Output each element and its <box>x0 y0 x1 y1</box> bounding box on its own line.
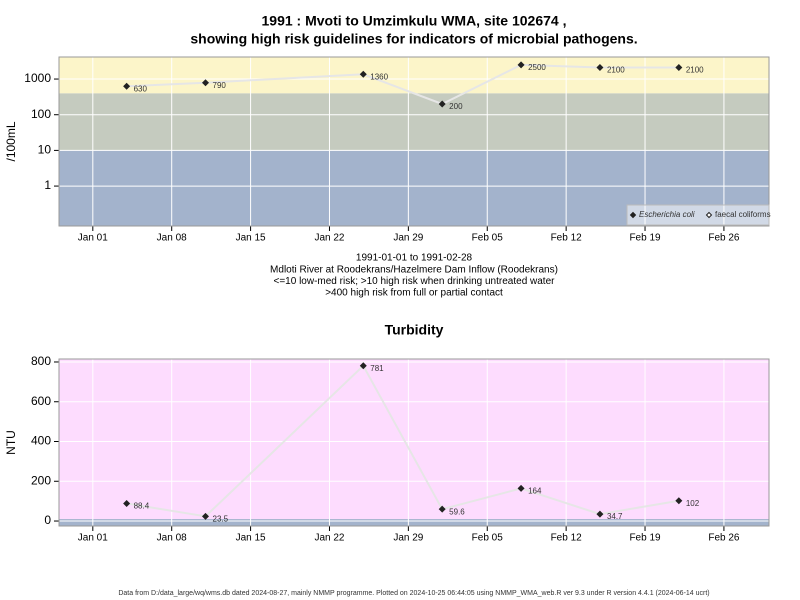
legend-marker <box>629 211 637 219</box>
x-tick-label: Feb 26 <box>708 233 740 244</box>
x-tick-label: Feb 12 <box>551 233 583 244</box>
plot-frame <box>58 358 770 527</box>
data-label: 2100 <box>686 66 704 75</box>
legend-label: Escherichia coli <box>639 210 695 219</box>
x-tick-label: Feb 19 <box>629 533 661 544</box>
x-tick-label: Feb 12 <box>551 533 583 544</box>
y-axis-label: /100mL <box>4 121 18 161</box>
x-tick-label: Jan 08 <box>157 233 187 244</box>
note: 1991-01-01 to 1991-02-28 <box>356 253 473 264</box>
data-label: 59.6 <box>449 507 465 516</box>
x-tick-label: Jan 22 <box>314 533 344 544</box>
data-label: 102 <box>686 499 700 508</box>
y-tick-label: 200 <box>31 473 51 487</box>
data-point <box>202 79 210 87</box>
data-point <box>517 61 525 69</box>
y-tick-label: 100 <box>31 107 51 121</box>
risk-band <box>59 93 769 151</box>
note: <=10 low-med risk; >10 high risk when dr… <box>274 276 556 287</box>
data-point <box>438 505 446 513</box>
chart-title: 1991 : Mvoti to Umzimkulu WMA, site 1026… <box>262 13 567 29</box>
data-label: 23.5 <box>213 514 229 523</box>
y-tick-label: 10 <box>38 143 52 157</box>
y-tick-label: 1 <box>44 178 51 192</box>
x-tick-label: Feb 26 <box>708 533 740 544</box>
data-point <box>675 64 683 72</box>
data-label: 630 <box>134 84 148 93</box>
data-label: 88.4 <box>134 502 150 511</box>
data-point <box>202 512 210 520</box>
x-tick-label: Jan 15 <box>236 533 266 544</box>
x-tick-label: Jan 22 <box>314 233 344 244</box>
y-tick-label: 400 <box>31 434 51 448</box>
data-label: 2100 <box>607 66 625 75</box>
data-label: 790 <box>213 81 227 90</box>
legend-marker <box>705 211 713 219</box>
data-point <box>517 484 525 492</box>
y-tick-label: 1000 <box>24 71 51 85</box>
y-tick-label: 800 <box>31 354 51 368</box>
data-point <box>123 499 131 507</box>
note: >400 high risk from full or partial cont… <box>325 288 503 299</box>
legend-box <box>626 204 770 226</box>
data-point <box>123 82 131 90</box>
data-label: 200 <box>449 102 463 111</box>
data-label: 1360 <box>370 72 388 81</box>
x-tick-label: Jan 01 <box>78 533 108 544</box>
data-label: 2500 <box>528 63 546 72</box>
x-tick-label: Jan 29 <box>393 233 423 244</box>
x-tick-label: Feb 05 <box>472 533 504 544</box>
footer: Data from D:/data_large/wq/wms.db dated … <box>118 590 709 597</box>
data-label: 164 <box>528 487 542 496</box>
data-point <box>596 64 604 72</box>
data-point <box>359 70 367 78</box>
x-tick-label: Jan 08 <box>157 533 187 544</box>
risk-band <box>59 359 769 520</box>
plot-frame <box>58 56 770 227</box>
x-tick-label: Jan 15 <box>236 233 266 244</box>
chart-subtitle: showing high risk guidelines for indicat… <box>190 31 637 47</box>
x-tick-label: Feb 05 <box>472 233 504 244</box>
y-tick-label: 0 <box>44 513 51 527</box>
data-label: 34.7 <box>607 512 623 521</box>
data-point <box>359 362 367 370</box>
x-tick-label: Jan 01 <box>78 233 108 244</box>
data-point <box>675 497 683 505</box>
y-axis-label: NTU <box>4 430 18 455</box>
risk-band <box>59 519 769 526</box>
legend-label: faecal coliforms <box>715 210 771 219</box>
data-point <box>596 510 604 518</box>
data-label: 781 <box>370 364 384 373</box>
x-tick-label: Feb 19 <box>629 233 661 244</box>
x-tick-label: Jan 29 <box>393 533 423 544</box>
risk-band <box>59 57 769 94</box>
y-tick-label: 600 <box>31 394 51 408</box>
data-point <box>438 100 446 108</box>
note: Mdloti River at Roodekrans/Hazelmere Dam… <box>270 264 558 275</box>
chart-title: Turbidity <box>385 322 444 338</box>
